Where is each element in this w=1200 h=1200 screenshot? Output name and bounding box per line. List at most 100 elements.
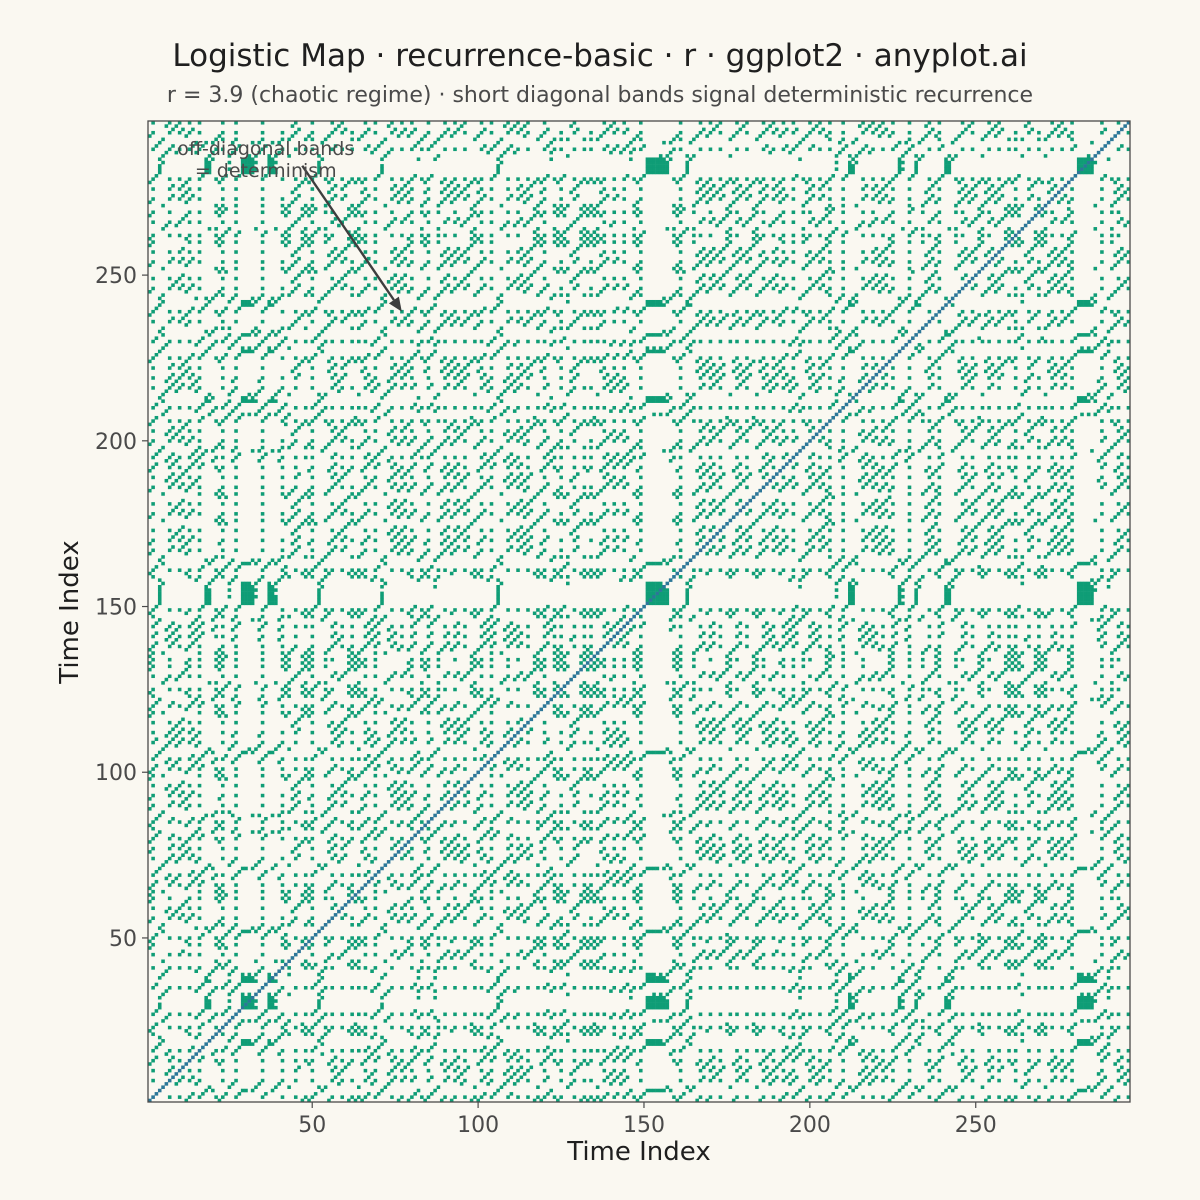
recurrence-cell xyxy=(453,644,457,649)
recurrence-cell xyxy=(446,193,451,198)
recurrence-cell xyxy=(479,952,484,957)
recurrence-cell xyxy=(406,899,411,904)
recurrence-cell xyxy=(148,667,152,672)
recurrence-cell xyxy=(426,966,431,970)
recurrence-cell xyxy=(426,730,431,735)
recurrence-cell xyxy=(476,180,481,185)
recurrence-cell xyxy=(426,465,431,470)
recurrence-cell xyxy=(290,909,295,914)
recurrence-cell xyxy=(502,677,507,682)
recurrence-cell xyxy=(234,856,238,861)
recurrence-cell xyxy=(313,352,318,357)
recurrence-cell xyxy=(386,389,391,394)
recurrence-cell xyxy=(350,538,354,543)
recurrence-cell xyxy=(439,515,444,519)
recurrence-cell xyxy=(310,846,315,851)
recurrence-cell xyxy=(187,846,192,851)
recurrence-cell xyxy=(234,1048,238,1053)
recurrence-cell xyxy=(300,714,305,718)
recurrence-cell xyxy=(516,873,520,877)
recurrence-cell xyxy=(280,518,285,523)
recurrence-cell xyxy=(167,720,172,725)
recurrence-cell xyxy=(293,356,298,360)
recurrence-cell xyxy=(220,720,225,725)
recurrence-cell xyxy=(406,551,411,556)
recurrence-cell xyxy=(506,319,510,324)
recurrence-cell xyxy=(181,362,185,367)
recurrence-cell xyxy=(317,561,321,566)
recurrence-cell xyxy=(350,492,354,496)
recurrence-cell xyxy=(363,455,368,460)
recurrence-cell xyxy=(493,1092,497,1096)
recurrence-cell xyxy=(426,694,431,698)
recurrence-cell xyxy=(191,306,195,311)
recurrence-cell xyxy=(217,359,222,364)
recurrence-cell xyxy=(293,475,298,480)
recurrence-cell xyxy=(433,1035,437,1040)
recurrence-cell xyxy=(260,147,265,152)
recurrence-cell xyxy=(310,203,315,208)
recurrence-cell xyxy=(410,220,414,224)
recurrence-cell xyxy=(410,614,414,619)
recurrence-cell xyxy=(274,154,278,158)
recurrence-cell xyxy=(376,604,381,609)
recurrence-cell xyxy=(436,966,441,970)
recurrence-cell xyxy=(187,286,192,291)
recurrence-cell xyxy=(476,1062,481,1066)
recurrence-cell xyxy=(197,644,202,649)
recurrence-cell xyxy=(177,130,182,135)
recurrence-cell xyxy=(439,280,444,284)
recurrence-cell xyxy=(260,492,265,496)
recurrence-cell xyxy=(287,326,291,331)
recurrence-cell xyxy=(330,528,335,533)
recurrence-cell xyxy=(443,906,447,911)
recurrence-cell xyxy=(489,130,494,135)
recurrence-cell xyxy=(204,296,208,301)
recurrence-cell xyxy=(410,465,414,470)
recurrence-cell xyxy=(479,1078,484,1083)
recurrence-cell xyxy=(284,946,288,950)
recurrence-cell xyxy=(187,121,192,125)
recurrence-cell xyxy=(187,906,192,911)
recurrence-cell xyxy=(479,419,484,423)
recurrence-cell xyxy=(420,942,424,947)
recurrence-cell xyxy=(473,575,477,579)
recurrence-cell xyxy=(247,601,252,606)
recurrence-cell xyxy=(473,240,477,244)
recurrence-cell xyxy=(433,1042,437,1046)
recurrence-cell xyxy=(214,227,218,231)
recurrence-cell xyxy=(330,465,335,470)
recurrence-cell xyxy=(300,237,305,241)
recurrence-cell xyxy=(237,144,242,148)
recurrence-cell xyxy=(234,439,238,443)
recurrence-cell xyxy=(277,1082,281,1086)
recurrence-cell xyxy=(293,730,298,735)
recurrence-cell xyxy=(184,939,189,944)
recurrence-cell xyxy=(486,459,490,463)
recurrence-cell xyxy=(330,1058,335,1063)
recurrence-cell xyxy=(506,896,510,901)
recurrence-cell xyxy=(330,309,335,314)
recurrence-cell xyxy=(204,1005,208,1010)
recurrence-cell xyxy=(479,356,484,360)
recurrence-cell xyxy=(469,495,474,500)
recurrence-cell xyxy=(254,399,258,403)
recurrence-cell xyxy=(406,946,411,950)
recurrence-cell xyxy=(506,836,510,841)
recurrence-cell xyxy=(400,856,404,861)
recurrence-cell xyxy=(323,959,328,964)
recurrence-cell xyxy=(383,1019,388,1023)
recurrence-cell xyxy=(167,846,172,851)
recurrence-cell xyxy=(247,598,252,602)
recurrence-cell xyxy=(234,240,238,244)
recurrence-cell xyxy=(479,757,484,761)
recurrence-cell xyxy=(400,538,404,543)
recurrence-cell xyxy=(449,200,454,205)
recurrence-cell xyxy=(463,846,467,851)
recurrence-cell xyxy=(177,250,182,254)
recurrence-cell xyxy=(340,429,344,433)
recurrence-cell xyxy=(220,614,225,619)
diagonal-cell xyxy=(148,1098,152,1103)
recurrence-cell xyxy=(429,1055,434,1060)
recurrence-cell xyxy=(506,309,510,314)
